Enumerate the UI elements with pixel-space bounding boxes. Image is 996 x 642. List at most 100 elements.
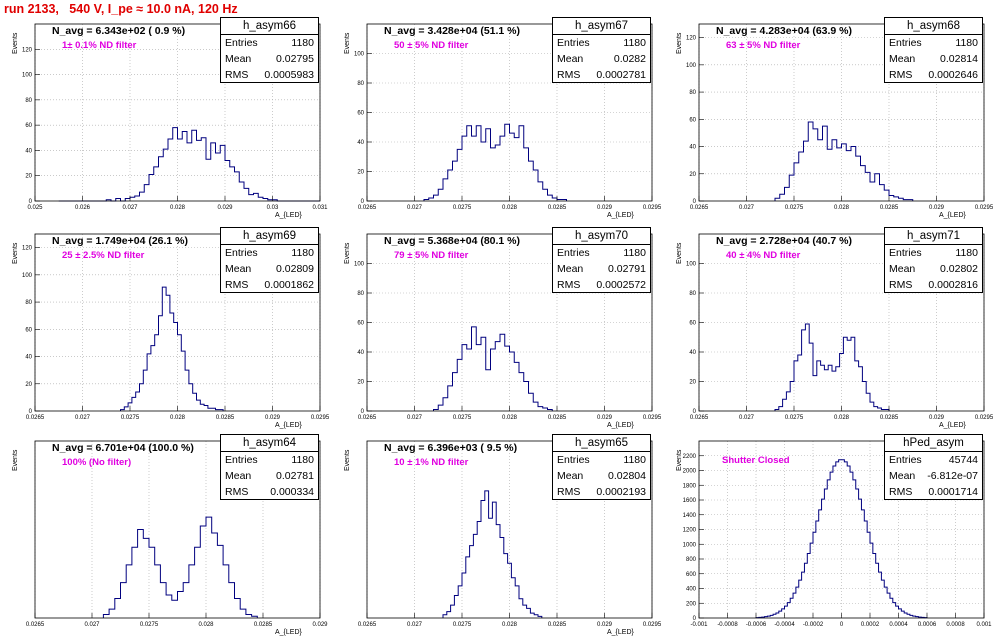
- stats-box-title: h_asym70: [553, 228, 650, 245]
- y-tick-label: 1400: [683, 513, 697, 519]
- y-axis-label: Events: [12, 32, 19, 54]
- stats-box-title: h_asym66: [221, 18, 318, 35]
- x-tick-label: 0.0295: [975, 415, 994, 421]
- x-axis-label: A_{LED}: [607, 629, 634, 636]
- y-tick-label: 0: [693, 409, 697, 415]
- stats-value-rms: 0.0002646: [928, 69, 978, 81]
- stats-box: h_asym67 Entries 1180 Mean 0.0282 RMS 0.000278…: [552, 17, 651, 83]
- x-tick-label: 0.028: [502, 205, 518, 211]
- y-tick-label: 20: [25, 174, 32, 180]
- histogram-panel-h_asym71: 0.0265 0.027 0.0275 0.028 0.0285 0.029 0.0295 0…: [664, 227, 996, 435]
- y-tick-label: 0: [693, 616, 697, 622]
- y-tick-label: 200: [686, 601, 697, 607]
- stats-box: h_asym64 Entries 1180 Mean 0.02781 RMS 0.00033…: [220, 434, 319, 500]
- x-tick-label: 0.028: [170, 205, 186, 211]
- y-tick-label: 20: [357, 170, 364, 176]
- stats-value-rms: 0.000334: [270, 486, 314, 498]
- stats-key-mean: Mean: [225, 263, 252, 275]
- stats-key-rms: RMS: [889, 486, 913, 498]
- stats-key-rms: RMS: [225, 279, 249, 291]
- x-tick-label: -0.0006: [746, 622, 767, 628]
- x-tick-label: 0.0006: [918, 622, 937, 628]
- histogram-panel-h_asym68: 0.0265 0.027 0.0275 0.028 0.0285 0.029 0.0295 0…: [664, 17, 996, 225]
- n-avg-label: N_avg = 4.283e+04 (63.9 %): [716, 25, 853, 37]
- stats-row-entries: Entries 1180: [557, 35, 646, 51]
- x-tick-label: 0.0285: [548, 415, 567, 421]
- stats-key-rms: RMS: [225, 486, 249, 498]
- y-tick-label: 2200: [683, 454, 697, 460]
- y-tick-label: 2000: [683, 469, 697, 475]
- x-tick-label: 0.0285: [254, 622, 273, 628]
- x-tick-label: 0.0008: [946, 622, 965, 628]
- y-tick-label: 0: [29, 199, 33, 205]
- y-tick-label: 60: [25, 327, 32, 333]
- y-tick-label: 0: [361, 409, 365, 415]
- x-tick-label: 0.0285: [548, 622, 567, 628]
- stats-box: h_asym68 Entries 1180 Mean 0.02814 RMS 0.00026…: [884, 17, 983, 83]
- stats-box-title: h_asym69: [221, 228, 318, 245]
- stats-value-rms: 0.0002781: [596, 69, 646, 81]
- y-tick-label: 80: [357, 291, 364, 297]
- stats-value-mean: 0.0282: [613, 53, 646, 65]
- stats-value-entries: 1180: [623, 37, 646, 49]
- y-tick-label: 40: [25, 148, 32, 154]
- y-axis-label: Events: [12, 449, 19, 471]
- x-tick-label: 0.0275: [453, 205, 472, 211]
- x-tick-label: 0.0265: [690, 415, 709, 421]
- stats-key-mean: Mean: [557, 53, 584, 65]
- stats-value-entries: 45744: [948, 454, 978, 466]
- stats-row-rms: RMS 0.0002816: [889, 277, 978, 293]
- x-tick-label: 0.0275: [453, 415, 472, 421]
- stats-value-mean: 0.02781: [276, 470, 314, 482]
- x-axis-label: A_{LED}: [275, 212, 302, 219]
- stats-value-rms: 0.0002193: [596, 486, 646, 498]
- x-tick-label: 0.028: [502, 415, 518, 421]
- x-tick-label: 0.029: [929, 415, 945, 421]
- stats-value-rms: 0.0001714: [928, 486, 978, 498]
- x-tick-label: 0.027: [407, 622, 423, 628]
- x-tick-label: 0.027: [75, 415, 91, 421]
- x-tick-label: 0.0285: [880, 205, 899, 211]
- histogram-panel-h_asym67: 0.0265 0.027 0.0275 0.028 0.0285 0.029 0.0295 0…: [332, 17, 664, 225]
- n-avg-label: N_avg = 5.368e+04 (80.1 %): [384, 235, 521, 247]
- y-axis-label: Events: [344, 32, 351, 54]
- stats-key-entries: Entries: [889, 247, 922, 259]
- y-tick-label: 60: [689, 321, 696, 327]
- stats-row-mean: Mean 0.02809: [225, 261, 314, 277]
- x-tick-label: 0.0275: [453, 622, 472, 628]
- stats-key-mean: Mean: [225, 53, 252, 65]
- x-tick-label: 0.0265: [26, 622, 45, 628]
- stats-value-mean: 0.02814: [940, 53, 978, 65]
- stats-value-mean: -6.812e-07: [927, 470, 978, 482]
- x-tick-label: 0.0285: [548, 205, 567, 211]
- y-tick-label: 40: [357, 140, 364, 146]
- x-tick-label: 0.0285: [880, 415, 899, 421]
- stats-box-title: h_asym68: [885, 18, 982, 35]
- x-tick-label: 0.027: [739, 415, 755, 421]
- filter-annotation: Shutter Closed: [722, 455, 790, 466]
- histogram-line: [120, 286, 224, 411]
- n-avg-label: N_avg = 6.396e+03 ( 9.5 %): [384, 442, 518, 454]
- y-tick-label: 40: [689, 350, 696, 356]
- stats-row-rms: RMS 0.0002781: [557, 67, 646, 83]
- y-tick-label: 0: [29, 409, 33, 415]
- stats-key-mean: Mean: [889, 263, 916, 275]
- x-tick-label: 0.028: [834, 415, 850, 421]
- histogram-line: [774, 323, 890, 411]
- x-axis-label: A_{LED}: [939, 422, 966, 429]
- x-tick-label: 0.027: [407, 415, 423, 421]
- stats-row-mean: Mean 0.02791: [557, 261, 646, 277]
- histogram-line: [423, 123, 567, 201]
- x-tick-label: 0.0265: [358, 415, 377, 421]
- stats-value-rms: 0.0001862: [264, 279, 314, 291]
- stats-value-entries: 1180: [623, 247, 646, 259]
- y-tick-label: 20: [689, 172, 696, 178]
- stats-value-entries: 1180: [291, 37, 314, 49]
- x-tick-label: 0.029: [217, 205, 233, 211]
- stats-row-mean: Mean 0.02804: [557, 468, 646, 484]
- stats-key-mean: Mean: [889, 53, 916, 65]
- stats-row-mean: Mean 0.0282: [557, 51, 646, 67]
- stats-box-title: h_asym67: [553, 18, 650, 35]
- x-tick-label: 0.0265: [358, 622, 377, 628]
- stats-value-entries: 1180: [955, 247, 978, 259]
